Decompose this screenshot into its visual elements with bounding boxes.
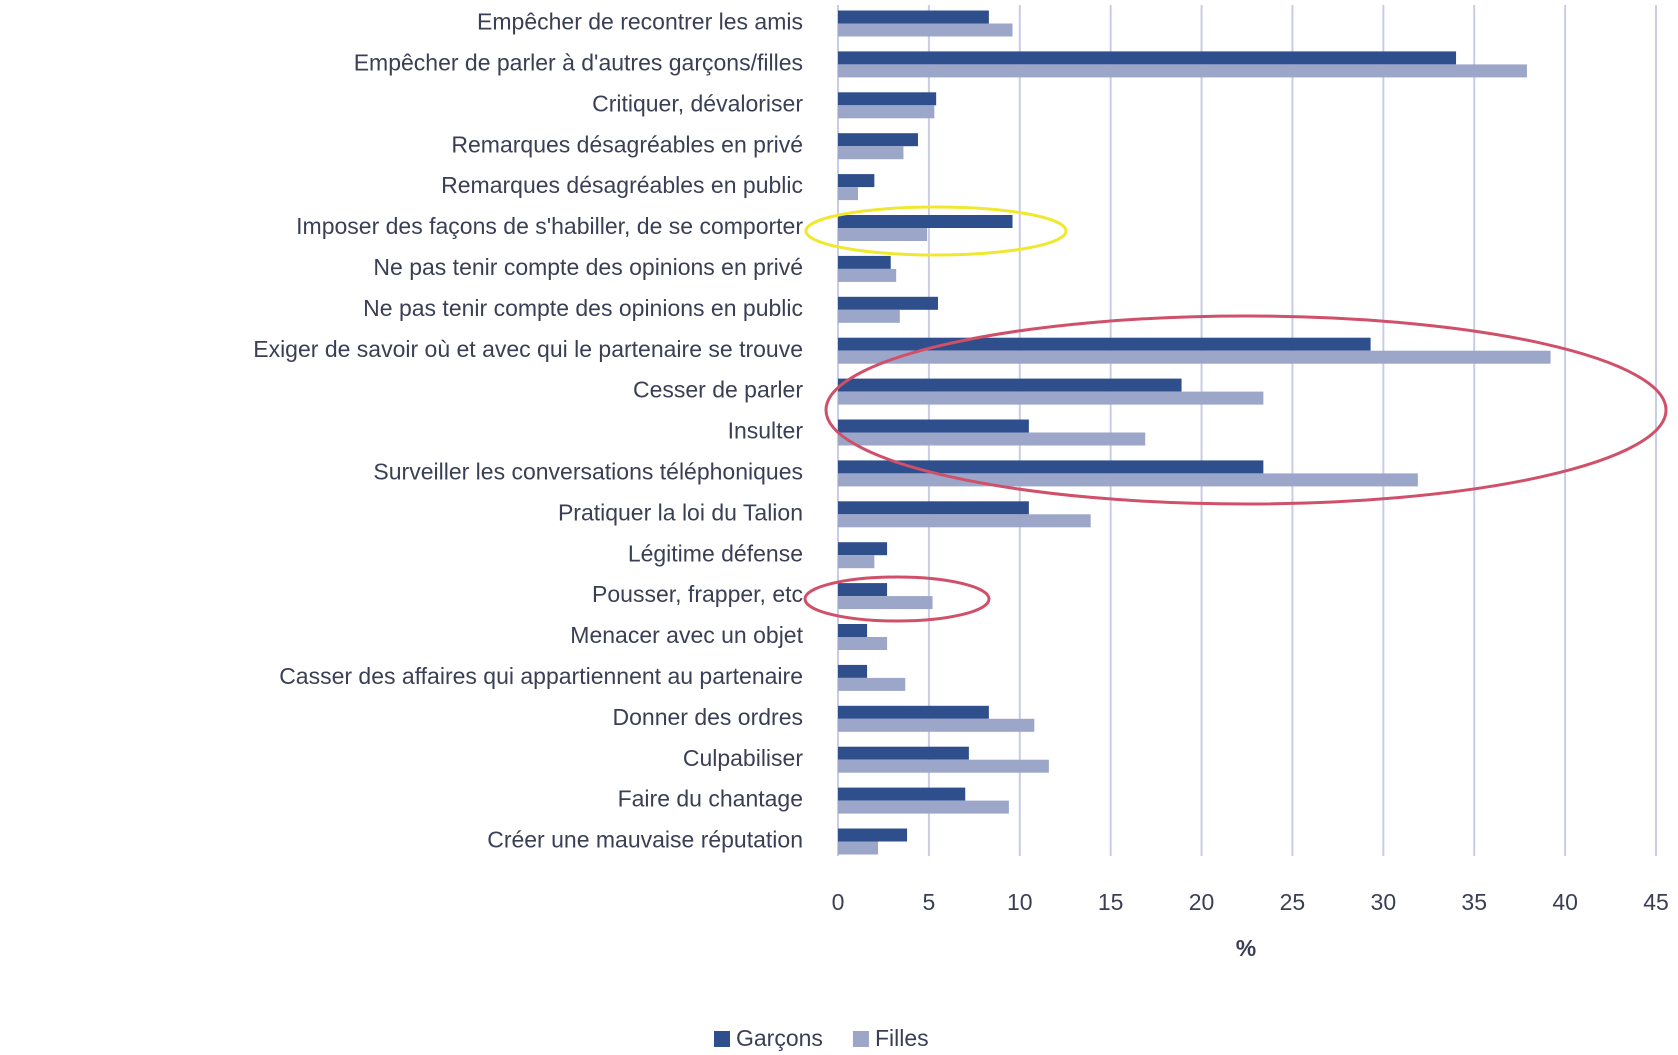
bar [838,228,928,241]
y-tick-label: Cesser de parler [633,377,803,403]
bar [838,51,1457,65]
y-tick-label: Remarques désagréables en public [441,172,803,198]
bar [838,677,906,691]
y-tick-label: Empêcher de recontrer les amis [477,9,803,35]
bar [838,705,989,719]
y-tick-label: Casser des affaires qui appartiennent au… [279,663,803,689]
bar [838,664,868,678]
plot: 0 5 10 15 20 25 30 35 40 45 Empêcher de recontrer … [253,5,1669,1051]
bar [838,23,1013,37]
bar [838,268,897,282]
bar [838,473,1418,487]
legend-label: Garçons [736,1025,823,1051]
y-tick-label: Pratiquer la loi du Talion [558,499,803,525]
bar [838,746,969,760]
y-tick-label: Surveiller les conversations téléphoniqu… [373,458,803,484]
x-tick-label: 5 [922,889,935,915]
y-tick-label: Légitime défense [628,540,803,566]
y-tick-label: Imposer des façons de s'habiller, de se … [296,213,803,239]
bar [838,215,1013,228]
y-tick-label: Faire du chantage [618,786,803,812]
bar [838,596,933,610]
legend-swatch [714,1031,730,1047]
bar [838,787,966,801]
bar [838,133,918,147]
bar [838,309,900,323]
bar [838,337,1371,351]
x-tick-label: 10 [1007,889,1033,915]
y-tick-label: Ne pas tenir compte des opinions en priv… [373,254,803,280]
bar [838,350,1551,364]
x-tick-label: 25 [1280,889,1306,915]
bar [838,10,989,24]
bar [838,828,908,842]
bar [838,841,878,855]
highlight-ellipse [803,575,991,623]
legend-swatch [852,1031,869,1047]
bar [838,583,888,597]
y-tick-label: Exiger de savoir où et avec qui le parte… [253,336,803,362]
bar [838,800,1009,814]
bar [838,146,904,160]
y-tick-label: Insulter [728,418,804,444]
bar [838,759,1049,773]
bar [838,64,1527,78]
x-tick-label: 30 [1371,889,1397,915]
y-tick-label: Menacer avec un objet [570,622,803,648]
x-tick-label: 0 [832,889,845,915]
y-tick-label: Ne pas tenir compte des opinions en publ… [363,295,803,321]
y-tick-label: Critiquer, dévaloriser [592,90,803,116]
x-tick-label: 40 [1552,889,1578,915]
bar [838,419,1029,433]
x-tick-label: 15 [1098,889,1124,915]
y-tick-label: Remarques désagréables en privé [451,131,803,157]
bar [838,378,1182,392]
y-tick-label: Pousser, frapper, etc [592,581,803,607]
y-tick-label: Empêcher de parler à d'autres garçons/fi… [354,49,803,75]
bar [838,432,1146,446]
bar [838,718,1035,732]
y-tick-label: Créer une mauvaise réputation [487,827,803,853]
bar [838,501,1029,515]
bar [838,174,875,188]
bar [838,460,1264,474]
bar [838,391,1264,405]
x-tick-label: 35 [1461,889,1487,915]
y-tick-label: Donner des ordres [613,704,804,730]
bar [838,514,1091,528]
x-axis-label: % [1236,935,1256,961]
y-tick-label: Culpabiliser [683,745,804,771]
x-tick-label: 20 [1189,889,1215,915]
legend-label: Filles [875,1025,929,1051]
bar [838,637,888,650]
bar [838,105,935,119]
bar [838,187,858,201]
bar [838,542,888,556]
bar [838,92,937,106]
bar [838,296,938,310]
bar [838,555,875,569]
highlight-ellipse [804,205,1068,257]
x-tick-label: 45 [1643,889,1669,915]
bar [838,624,868,637]
highlight-ellipse [824,314,1668,506]
bar [838,255,891,269]
